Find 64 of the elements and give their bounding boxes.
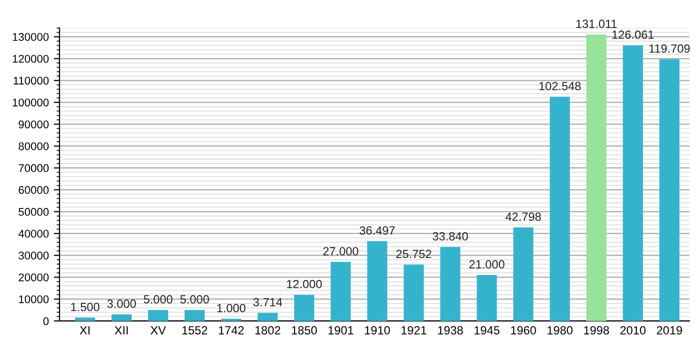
x-tick-label: 1802 [255, 326, 280, 334]
y-tick-label: 80000 [18, 142, 49, 150]
x-tick-label: XII [114, 326, 128, 334]
y-tick-label: 120000 [12, 54, 49, 63]
x-tick-label: 1938 [438, 326, 463, 334]
x-tick-label: 1960 [511, 326, 536, 334]
x-tick-label: 1998 [584, 326, 609, 334]
data-label: 36.497 [360, 226, 395, 235]
data-label: 33.840 [432, 232, 468, 240]
y-tick-label: 70000 [18, 164, 49, 172]
data-label: 21.000 [469, 260, 504, 269]
data-label: 3.000 [107, 300, 136, 308]
bar [404, 264, 424, 321]
y-tick-label: 100000 [12, 98, 49, 106]
y-tick-label: 50000 [18, 208, 49, 216]
x-tick-label: 2019 [656, 326, 682, 334]
bar [330, 262, 351, 321]
x-tick-label: 1910 [365, 326, 390, 334]
x-tick-label: 1850 [292, 326, 317, 334]
bar [550, 96, 570, 321]
y-tick-label: 0 [43, 317, 49, 326]
data-label: 1.500 [71, 302, 100, 312]
bar [184, 310, 205, 321]
y-tick-label: 30000 [18, 252, 49, 260]
bar [367, 241, 388, 321]
y-tick-label: 20000 [18, 273, 49, 282]
x-tick-label: 1742 [218, 326, 244, 334]
y-tick-label: 40000 [18, 230, 49, 238]
data-label: 131.011 [576, 20, 617, 28]
x-tick-label: XI [80, 326, 90, 334]
x-tick-label: 1945 [474, 326, 500, 334]
bar [622, 45, 643, 321]
bar [258, 312, 278, 321]
data-label: 1.000 [217, 304, 246, 312]
x-tick-label: 1901 [328, 326, 354, 334]
data-label: 3.714 [253, 298, 282, 306]
bar [586, 34, 606, 321]
x-tick-label: XV [150, 326, 166, 334]
data-label: 126.061 [612, 30, 654, 39]
bar [513, 227, 534, 321]
data-label: 119.709 [649, 44, 690, 53]
data-label: 5.000 [180, 295, 209, 304]
data-label: 5.000 [144, 295, 172, 304]
data-label: 42.798 [506, 212, 541, 221]
data-label: 12.000 [287, 280, 322, 288]
data-label: 25.752 [396, 250, 432, 258]
bar [440, 246, 460, 321]
y-tick-label: 90000 [18, 120, 49, 128]
data-label: 27.000 [323, 247, 358, 256]
x-tick-label: 1552 [182, 326, 208, 334]
bar [476, 275, 497, 321]
x-tick-label: 1921 [402, 326, 426, 334]
y-tick-label: 130000 [12, 33, 49, 41]
bar [75, 318, 96, 321]
bar [112, 314, 132, 321]
data-label: 102.548 [539, 82, 581, 90]
x-tick-label: 2010 [620, 326, 646, 334]
bar [148, 310, 168, 321]
y-tick-label: 110000 [14, 76, 49, 85]
y-tick-label: 60000 [18, 186, 49, 194]
bar [659, 59, 680, 321]
y-tick-label: 10000 [19, 295, 49, 304]
bar [294, 294, 314, 321]
x-tick-label: 1980 [548, 326, 573, 334]
